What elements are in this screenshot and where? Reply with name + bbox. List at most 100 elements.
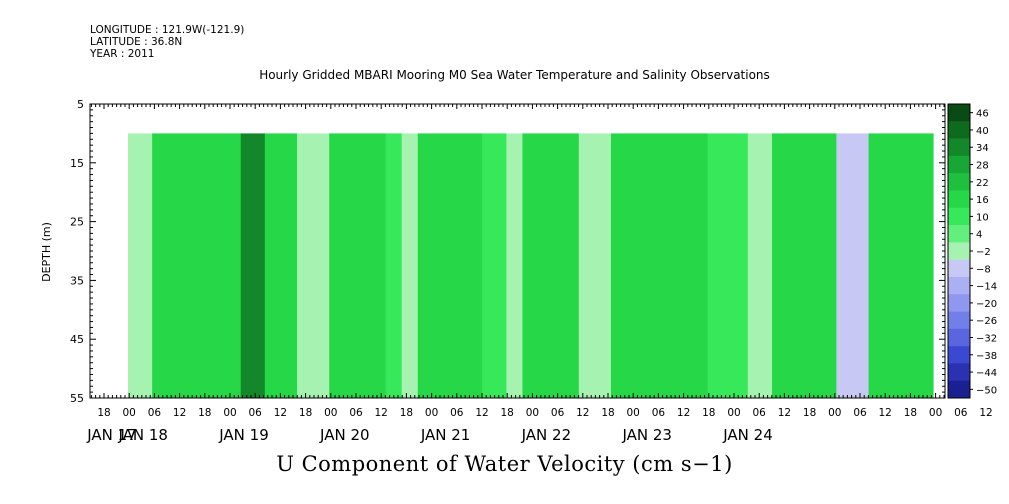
- velocity-band: [240, 133, 266, 398]
- colorbar-swatch: [948, 225, 970, 243]
- longitude-label: LONGITUDE : 121.9W(-121.9): [90, 24, 245, 36]
- x-hour-tick-label: 06: [853, 407, 867, 419]
- x-hour-tick-label: 06: [551, 407, 565, 419]
- x-day-label: JAN 18: [117, 426, 168, 444]
- velocity-band: [772, 133, 837, 398]
- x-hour-tick-label: 12: [475, 407, 488, 419]
- colorbar-swatch: [948, 121, 970, 139]
- x-hour-tick-label: 12: [173, 407, 186, 419]
- y-axis-label-group: DEPTH (m): [40, 222, 53, 282]
- colorbar-label: −38: [976, 351, 997, 362]
- colorbar-label: 46: [976, 109, 989, 120]
- velocity-band: [297, 133, 330, 398]
- colorbar: 46 40 34 28 22 16 10 4 −2 −8 −14 −20 −26 −32 −38 −44 −50: [947, 103, 997, 399]
- x-day-label: JAN 24: [722, 426, 773, 444]
- colorbar-swatch: [948, 346, 970, 364]
- colorbar-swatch: [948, 259, 970, 278]
- colorbar-swatch: [948, 294, 970, 312]
- colorbar-label: 40: [976, 126, 989, 137]
- velocity-band: [417, 133, 483, 398]
- y-axis-label: DEPTH (m): [40, 222, 53, 282]
- x-hour-tick-label: 00: [828, 407, 841, 419]
- x-day-label: JAN 17: [86, 426, 137, 444]
- y-tick-label: 25: [70, 216, 84, 229]
- velocity-band: [836, 133, 870, 398]
- y-tick-label: 55: [70, 392, 84, 405]
- x-hour-tick-label: 12: [979, 407, 992, 419]
- metadata-block: LONGITUDE : 121.9W(-121.9) LATITUDE : 36…: [90, 24, 244, 60]
- y-axis: 5 15 25 35 45 55: [70, 98, 945, 405]
- x-hour-tick-label: 00: [627, 407, 640, 419]
- x-hour-tick-label: 12: [375, 407, 388, 419]
- x-hour-tick-label: 00: [727, 407, 740, 419]
- x-hour-tick-label: 18: [299, 407, 312, 419]
- colorbar-label: −26: [976, 316, 997, 327]
- y-tick-label: 45: [70, 333, 84, 346]
- x-hour-tick-label: 12: [879, 407, 892, 419]
- x-hour-tick-label: 06: [954, 407, 968, 419]
- x-day-label: JAN 19: [218, 426, 269, 444]
- x-hour-tick-label: 12: [576, 407, 589, 419]
- year-label: YEAR : 2011: [90, 48, 155, 60]
- x-hour-tick-label: 18: [803, 407, 816, 419]
- colorbar-swatch: [948, 190, 970, 209]
- x-hour-tick-label: 00: [324, 407, 337, 419]
- colorbar-label: −44: [976, 368, 997, 379]
- colorbar-label: −8: [976, 264, 991, 275]
- colorbar-label: −2: [976, 247, 991, 258]
- velocity-band: [506, 133, 524, 398]
- x-hour-tick-label: 18: [400, 407, 413, 419]
- x-hour-tick-label: 12: [677, 407, 690, 419]
- x-hour-tick-label: 12: [274, 407, 287, 419]
- colorbar-label: −50: [976, 385, 997, 396]
- heatmap-field: [128, 133, 934, 398]
- x-axis: 18 00 06 12 18 00 06 12 18 00 06 12 18 00 06 12 18 00 06 12…: [86, 104, 993, 444]
- colorbar-label: 22: [976, 178, 989, 189]
- x-hour-tick-label: 00: [425, 407, 438, 419]
- x-hour-tick-label: 06: [349, 407, 363, 419]
- colorbar-swatch: [948, 328, 970, 347]
- colorbar-label: 10: [976, 212, 989, 223]
- colorbar-label: 16: [976, 195, 989, 206]
- x-hour-tick-label: 12: [778, 407, 791, 419]
- y-tick-label: 5: [77, 98, 84, 111]
- velocity-band: [401, 133, 419, 398]
- x-hour-tick-label: 06: [652, 407, 666, 419]
- colorbar-label: 34: [976, 143, 989, 154]
- y-tick-label: 15: [70, 157, 84, 170]
- colorbar-swatch: [948, 242, 970, 260]
- x-hour-tick-label: 00: [526, 407, 539, 419]
- velocity-band: [578, 133, 612, 398]
- colorbar-label: 28: [976, 161, 989, 172]
- x-hour-tick-label: 18: [97, 407, 110, 419]
- colorbar-swatch: [948, 311, 970, 330]
- colorbar-label: 4: [976, 230, 982, 241]
- velocity-band: [482, 133, 507, 398]
- velocity-band: [747, 133, 773, 398]
- colorbar-swatch: [948, 207, 970, 226]
- colorbar-swatch: [948, 276, 970, 295]
- x-axis-label: U Component of Water Velocity (cm s−1): [276, 452, 733, 476]
- x-hour-tick-label: 06: [753, 407, 767, 419]
- velocity-band: [611, 133, 709, 398]
- velocity-band: [329, 133, 387, 398]
- colorbar-swatch: [948, 173, 970, 191]
- x-day-label: JAN 21: [420, 426, 471, 444]
- velocity-band: [128, 133, 153, 398]
- x-hour-tick-label: 18: [198, 407, 211, 419]
- colorbar-swatch: [948, 363, 970, 382]
- x-hour-tick-label: 00: [123, 407, 136, 419]
- chart-title: Hourly Gridded MBARI Mooring M0 Sea Wate…: [259, 68, 770, 82]
- x-hour-tick-label: 18: [501, 407, 514, 419]
- velocity-band: [264, 133, 298, 398]
- velocity-band: [707, 133, 749, 398]
- x-hour-tick-label: 00: [929, 407, 942, 419]
- velocity-band: [522, 133, 580, 398]
- colorbar-label: −20: [976, 299, 997, 310]
- velocity-band: [868, 133, 934, 398]
- x-hour-tick-label: 18: [702, 407, 715, 419]
- x-hour-tick-label: 06: [148, 407, 162, 419]
- x-day-label: JAN 22: [521, 426, 572, 444]
- x-day-label: JAN 23: [621, 426, 672, 444]
